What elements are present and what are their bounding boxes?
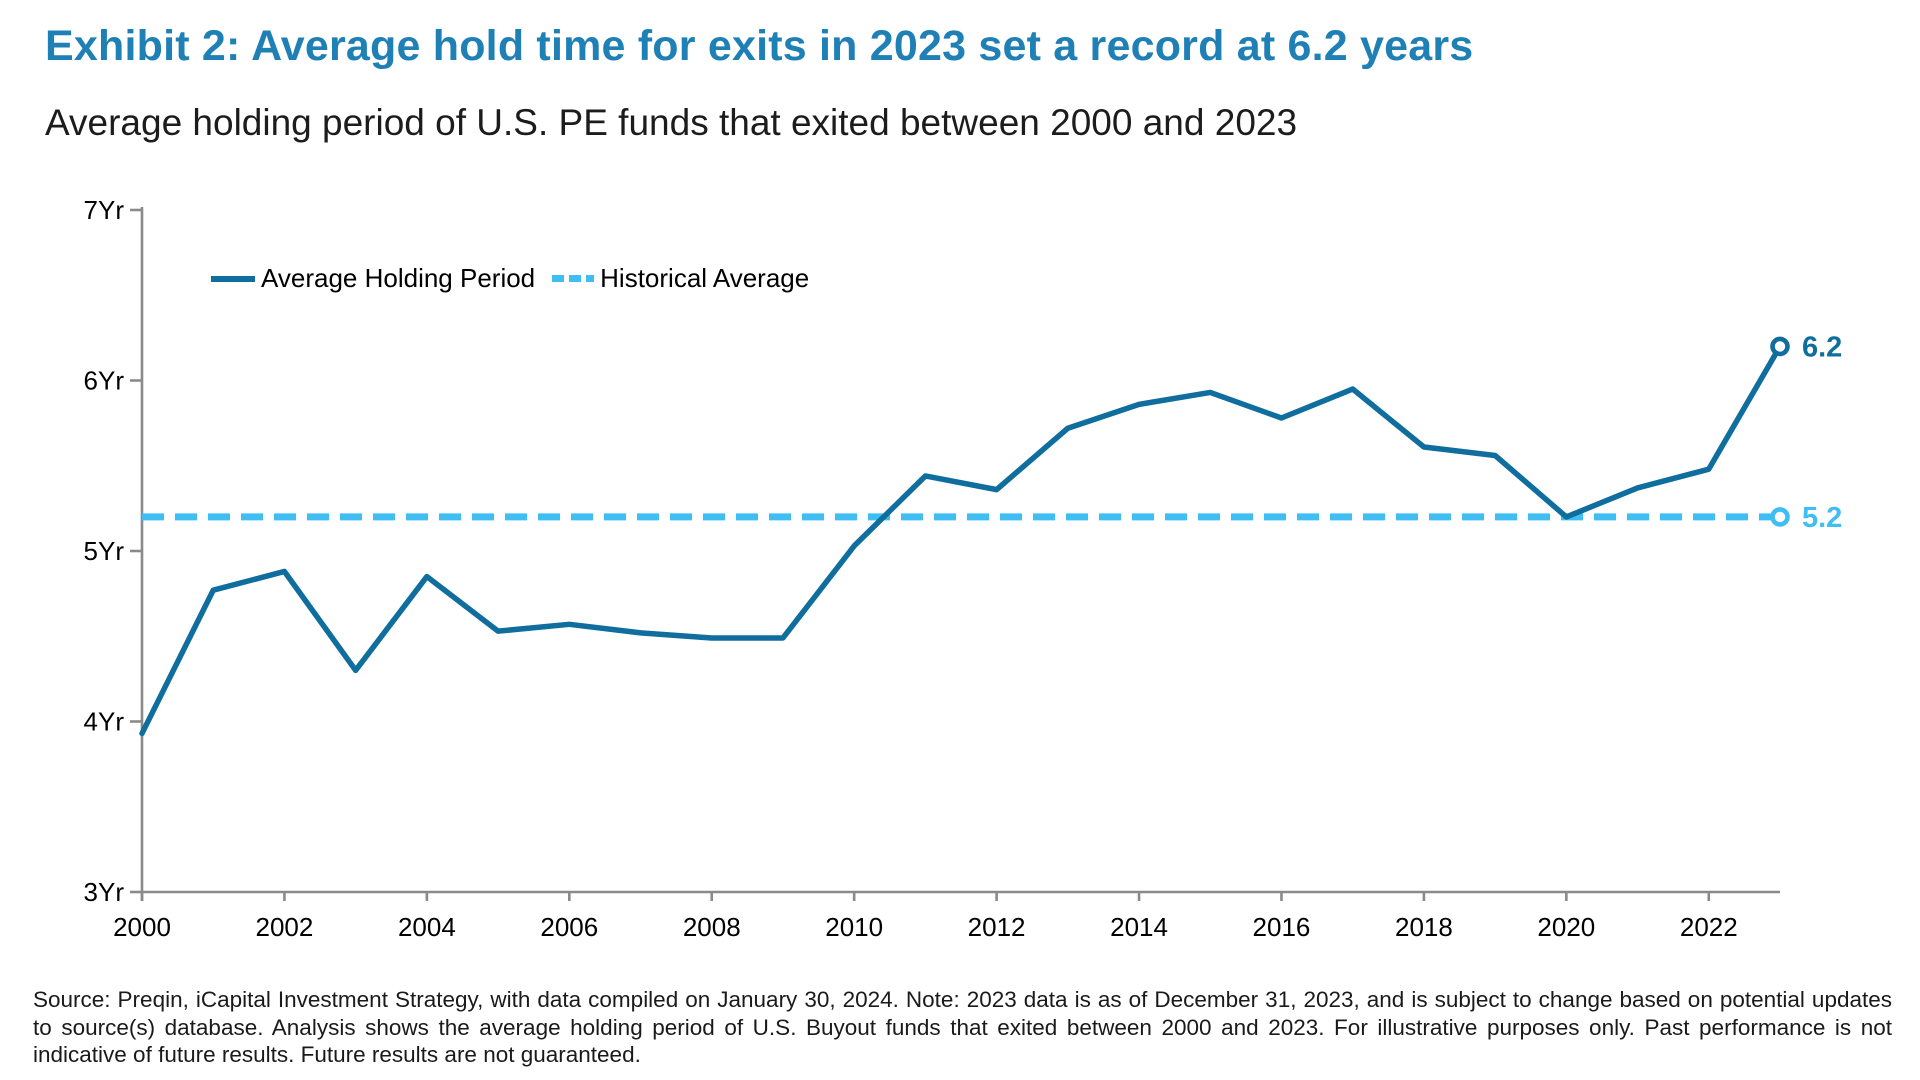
chart-header: Exhibit 2: Average hold time for exits i… <box>45 22 1473 144</box>
legend-label: Average Holding Period <box>261 263 536 293</box>
holding-period-line <box>139 343 1783 737</box>
source-note: Source: Preqin, iCapital Investment Stra… <box>33 987 1892 1067</box>
x-tick-label: 2010 <box>825 912 883 942</box>
y-tick-label: 3Yr <box>84 877 125 907</box>
y-tick-label: 4Yr <box>84 707 125 737</box>
x-tick-label: 2020 <box>1537 912 1595 942</box>
y-tick-label: 7Yr <box>84 195 125 225</box>
x-tick-label: 2012 <box>968 912 1026 942</box>
solid-line-swatch-icon <box>211 275 255 282</box>
x-tick-label: 2000 <box>113 912 171 942</box>
legend-item-historical-average: Historical Average <box>552 263 809 294</box>
x-tick-label: 2018 <box>1395 912 1453 942</box>
y-tick-label: 5Yr <box>84 536 125 566</box>
page-title: Exhibit 2: Average hold time for exits i… <box>45 22 1474 70</box>
x-tick-label: 2016 <box>1253 912 1311 942</box>
x-tick-label: 2014 <box>1110 912 1168 942</box>
historical-average-marker <box>1770 507 1790 527</box>
end-marker-2023 <box>1770 336 1790 357</box>
dashed-line-swatch-icon <box>552 275 595 282</box>
chart-subtitle: Average holding period of U.S. PE funds … <box>45 102 1298 143</box>
x-tick-label: 2004 <box>398 912 456 942</box>
x-tick-label: 2006 <box>540 912 598 942</box>
x-tick-label: 2002 <box>256 912 314 942</box>
legend-item-average-holding-period: Average Holding Period <box>211 263 535 294</box>
legend-label: Historical Average <box>600 263 810 293</box>
x-tick-label: 2008 <box>683 912 741 942</box>
value-label-5-2: 5.2 <box>1802 502 1842 534</box>
x-tick-label: 2022 <box>1680 912 1738 942</box>
chart-legend: Average Holding Period Historical Averag… <box>211 263 809 294</box>
value-label-6-2: 6.2 <box>1802 331 1842 363</box>
y-tick-label: 6Yr <box>84 366 125 396</box>
